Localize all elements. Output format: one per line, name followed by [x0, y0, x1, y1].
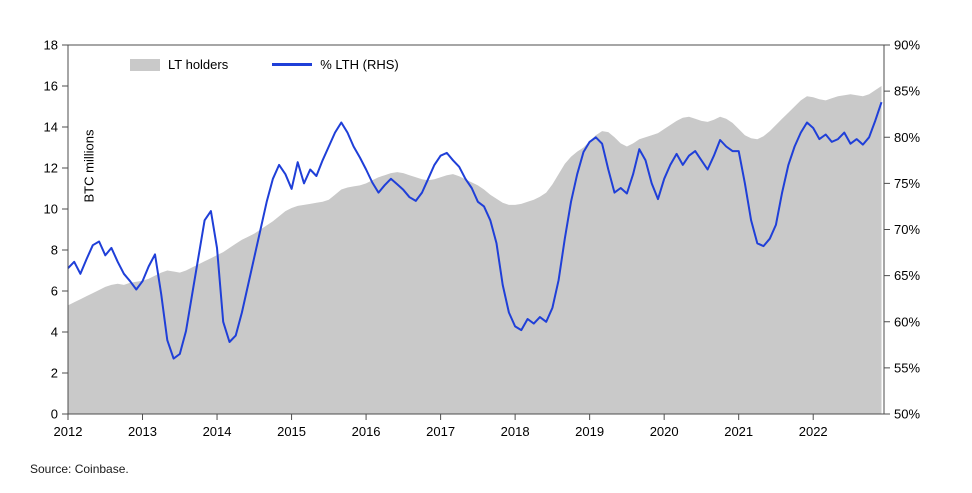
pct-lth-line-series — [67, 101, 883, 360]
right-tick-label: 60% — [894, 314, 920, 329]
x-tick-label: 2018 — [501, 424, 530, 439]
legend-label-pct-lth: % LTH (RHS) — [320, 57, 399, 72]
x-tick-label: 2016 — [352, 424, 381, 439]
x-tick-label: 2020 — [650, 424, 679, 439]
left-tick-label: 10 — [44, 202, 58, 217]
left-tick-label: 0 — [51, 407, 58, 422]
right-tick-label: 80% — [894, 130, 920, 145]
right-tick-label: 65% — [894, 268, 920, 283]
left-tick-label: 4 — [51, 325, 58, 340]
legend-item-lt-holders: LT holders — [130, 57, 228, 72]
left-tick-label: 18 — [44, 38, 58, 53]
left-tick-label: 8 — [51, 243, 58, 258]
source-note: Source: Coinbase. — [30, 462, 129, 476]
left-tick-label: 2 — [51, 366, 58, 381]
x-tick-label: 2012 — [54, 424, 83, 439]
legend: LT holders % LTH (RHS) — [130, 57, 399, 72]
left-axis-title: BTC millions — [81, 129, 97, 203]
area-swatch-icon — [130, 58, 160, 71]
legend-label-lt-holders: LT holders — [168, 57, 229, 72]
x-tick-label: 2019 — [575, 424, 604, 439]
line-swatch-icon — [272, 63, 313, 66]
x-tick-label: 2013 — [128, 424, 157, 439]
right-tick-label: 70% — [894, 222, 920, 237]
right-tick-label: 90% — [894, 38, 920, 53]
legend-item-pct-lth: % LTH (RHS) — [272, 57, 399, 72]
x-tick-label: 2017 — [426, 424, 455, 439]
x-tick-label: 2014 — [203, 424, 232, 439]
right-tick-label: 55% — [894, 360, 920, 375]
x-tick-label: 2021 — [724, 424, 753, 439]
right-tick-label: 50% — [894, 407, 920, 422]
left-tick-label: 6 — [51, 284, 58, 299]
right-tick-label: 75% — [894, 176, 920, 191]
x-tick-label: 2015 — [277, 424, 306, 439]
lt-holders-area-series — [68, 86, 882, 414]
left-tick-label: 12 — [44, 161, 58, 176]
left-tick-label: 16 — [44, 79, 58, 94]
left-tick-label: 14 — [44, 120, 58, 135]
x-tick-label: 2022 — [799, 424, 828, 439]
right-tick-label: 85% — [894, 84, 920, 99]
